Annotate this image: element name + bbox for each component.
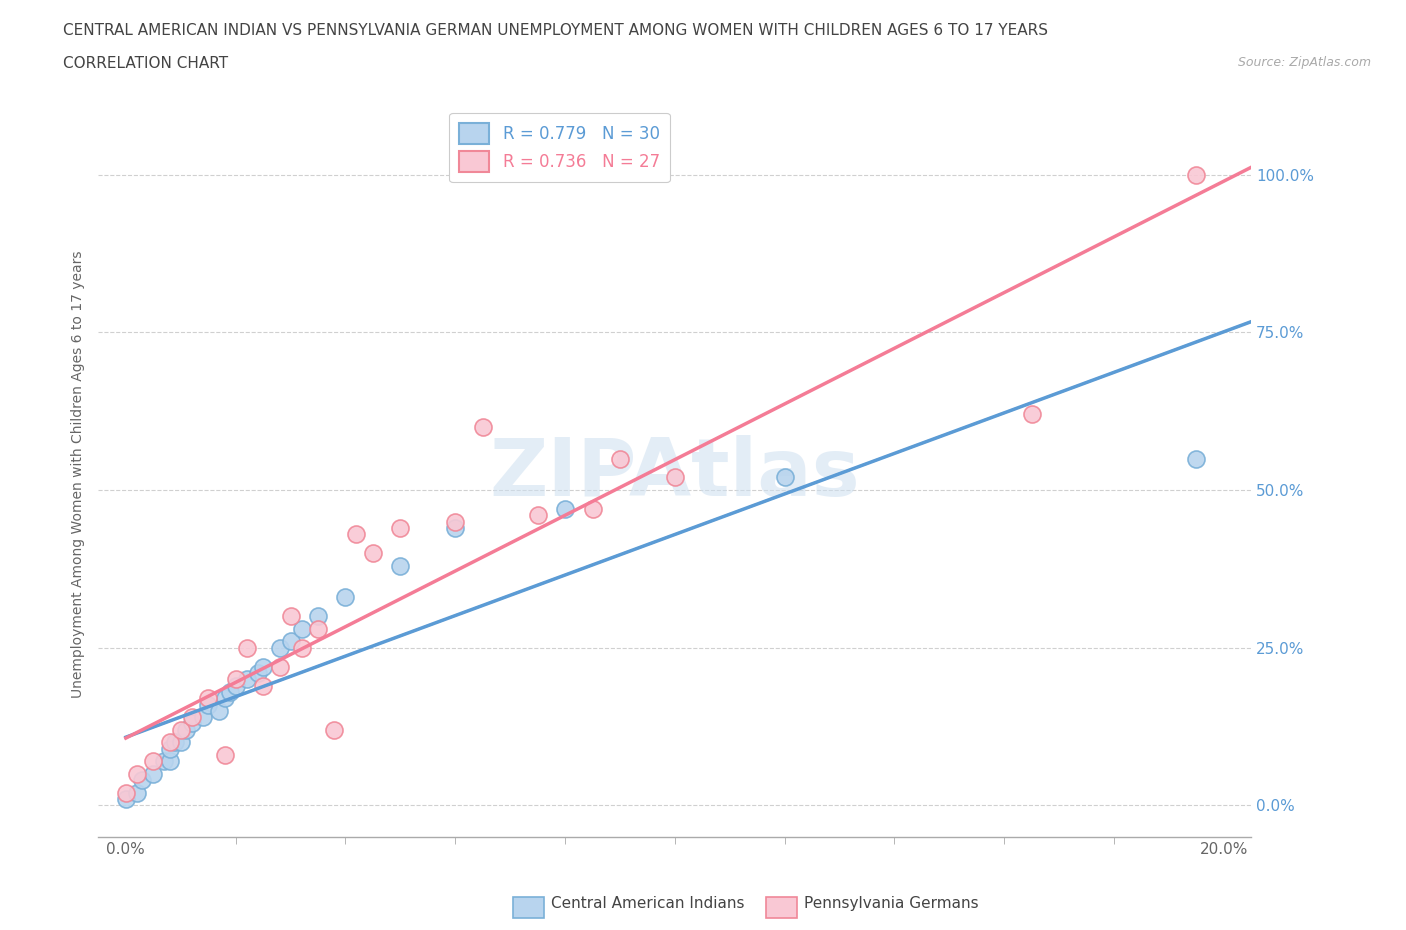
Point (307, 621, 329, 636)
Point (214, 691, 236, 706)
Point (197, 698, 219, 712)
Point (269, 659, 291, 674)
Point (174, 723, 197, 737)
Point (159, 735, 181, 750)
Point (773, 470, 796, 485)
Point (219, 684, 242, 699)
Point (180, 716, 202, 731)
Point (1185, 167, 1208, 182)
Text: CORRELATION CHART: CORRELATION CHART (63, 56, 228, 71)
Point (335, 590, 357, 604)
Point (471, 419, 494, 434)
Point (142, 766, 165, 781)
Point (208, 703, 231, 718)
Point (246, 666, 269, 681)
Point (191, 710, 214, 724)
Point (444, 521, 467, 536)
Point (1021, 407, 1043, 422)
Point (290, 641, 312, 656)
Point (153, 754, 176, 769)
Point (125, 766, 148, 781)
Y-axis label: Unemployment Among Women with Children Ages 6 to 17 years: Unemployment Among Women with Children A… (70, 250, 84, 698)
Point (225, 671, 247, 686)
Point (280, 634, 302, 649)
Point (554, 501, 576, 516)
Point (197, 691, 219, 706)
Point (269, 641, 291, 656)
Point (235, 641, 257, 656)
Point (444, 514, 467, 529)
Point (280, 609, 302, 624)
Point (252, 678, 274, 693)
Point (235, 671, 257, 686)
Text: Central American Indians: Central American Indians (551, 897, 745, 911)
Point (131, 773, 153, 788)
Point (252, 659, 274, 674)
Point (115, 791, 138, 806)
Text: Source: ZipAtlas.com: Source: ZipAtlas.com (1237, 56, 1371, 69)
Point (125, 786, 148, 801)
Legend: R = 0.779   N = 30, R = 0.736   N = 27: R = 0.779 N = 30, R = 0.736 N = 27 (450, 113, 669, 182)
Point (159, 741, 181, 756)
Text: Pennsylvania Germans: Pennsylvania Germans (804, 897, 979, 911)
Point (214, 748, 236, 763)
Point (581, 501, 603, 516)
Point (165, 735, 187, 750)
Point (170, 723, 193, 737)
Point (389, 558, 412, 573)
Point (307, 609, 329, 624)
Point (361, 546, 384, 561)
Point (389, 521, 412, 536)
Point (526, 508, 548, 523)
Point (346, 526, 368, 541)
Point (664, 470, 686, 485)
Text: CENTRAL AMERICAN INDIAN VS PENNSYLVANIA GERMAN UNEMPLOYMENT AMONG WOMEN WITH CHI: CENTRAL AMERICAN INDIAN VS PENNSYLVANIA … (63, 23, 1049, 38)
Point (180, 710, 202, 724)
Point (290, 621, 312, 636)
Text: ZIPAtlas: ZIPAtlas (489, 435, 860, 513)
Point (115, 786, 138, 801)
Point (159, 754, 181, 769)
Point (323, 723, 346, 737)
Point (609, 451, 631, 466)
Point (225, 678, 247, 693)
Point (142, 754, 165, 769)
Point (1185, 451, 1208, 466)
Point (170, 735, 193, 750)
